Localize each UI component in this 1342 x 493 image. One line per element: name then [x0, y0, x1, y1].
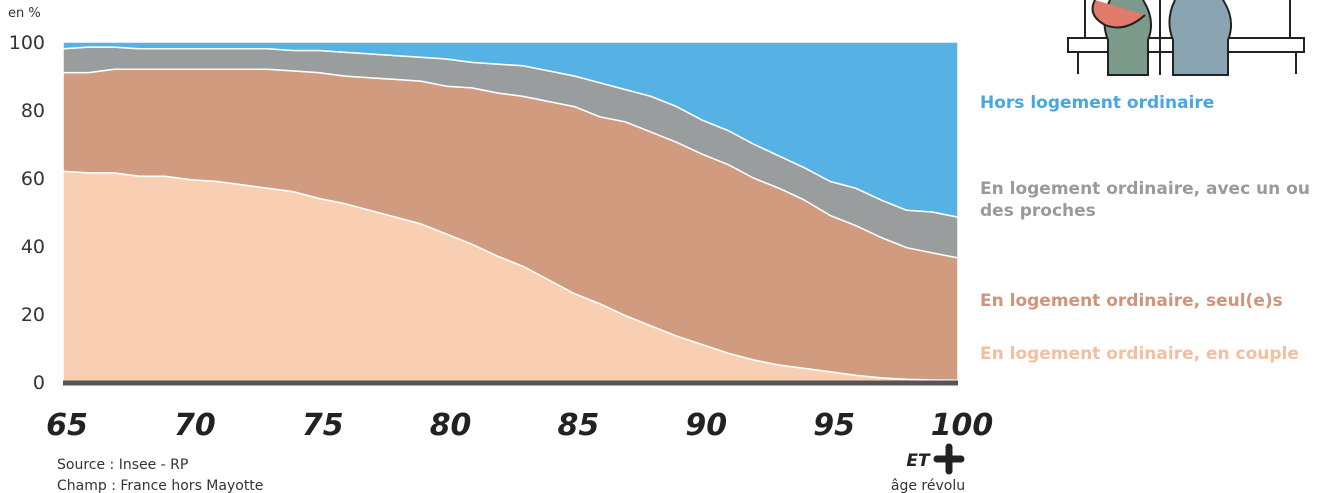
y-tick-label: 60: [21, 168, 45, 190]
plot: 0 20 40 60 80 100 65 70 75 80 85 90 95 100: [9, 32, 994, 443]
x-tick-label: 80: [430, 408, 472, 443]
y-axis-label: en %: [8, 6, 41, 21]
y-tick-label: 40: [21, 236, 45, 258]
scope: Champ : France hors Mayotte: [57, 478, 263, 493]
legend-entry: Hors logement ordinaire: [980, 93, 1215, 113]
x-tick-label: 75: [302, 408, 344, 443]
y-tick-label: 0: [33, 372, 45, 394]
x-annotation: ET: [906, 451, 931, 471]
illustration: [1067, 0, 1305, 76]
area: [62, 41, 959, 218]
x-tick-label: 95: [813, 408, 855, 443]
x-tick-label: 85: [558, 408, 600, 443]
y-tick-label: 20: [21, 304, 45, 326]
x-tick-label: 65: [46, 408, 88, 443]
y-tick-label: 100: [9, 32, 45, 54]
legend-entry: En logement ordinaire, seul(e)s: [980, 291, 1283, 311]
legend-entry: En logement ordinaire, en couple: [980, 344, 1299, 364]
source: Source : Insee - RP: [57, 457, 188, 473]
plus-icon: [933, 443, 965, 475]
x-annotation: âge révolu: [891, 478, 965, 493]
legend-entry: En logement ordinaire, avec un ou des pr…: [980, 179, 1310, 221]
x-tick-label: 90: [685, 408, 727, 443]
x-tick-label: 70: [174, 408, 216, 443]
y-tick-label: 80: [21, 100, 45, 122]
x-tick-label: 100: [931, 408, 994, 443]
